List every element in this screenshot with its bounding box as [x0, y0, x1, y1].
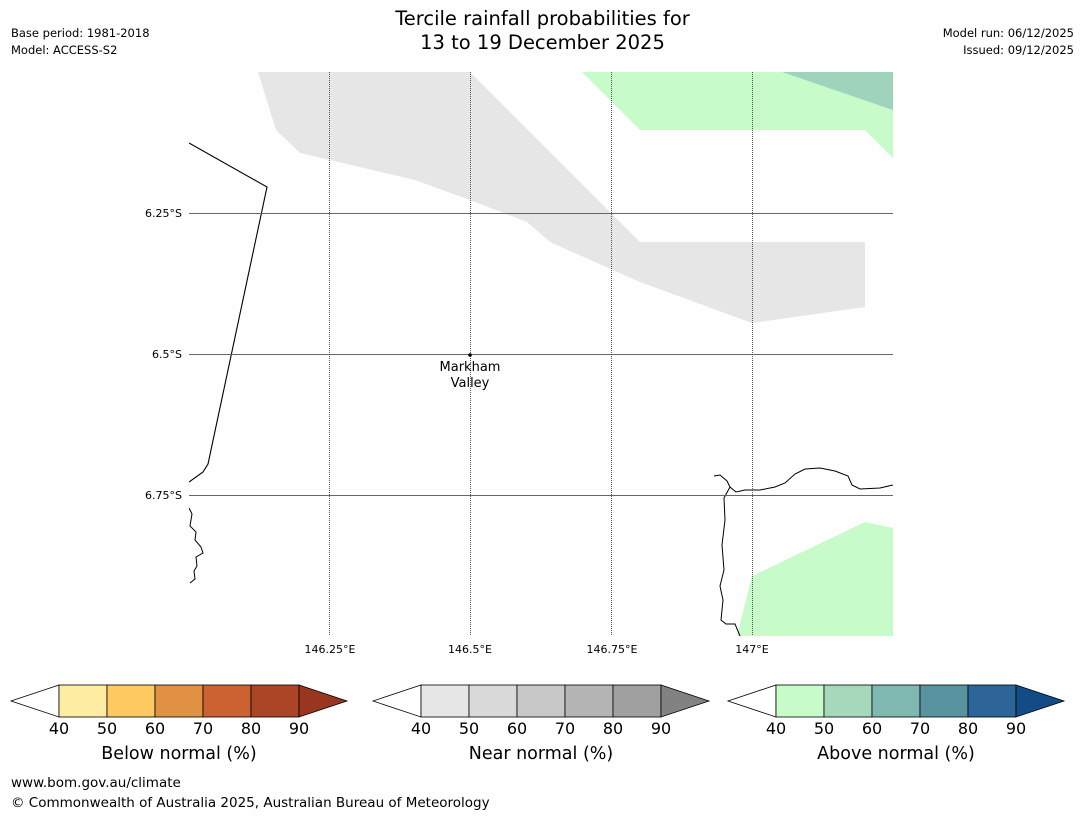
meta-right: Model run: 06/12/2025 Issued: 09/12/2025	[943, 25, 1074, 59]
base-period: Base period: 1981-2018	[11, 26, 150, 40]
near-normal-colorbar-max-extend	[660, 684, 711, 718]
lon-label-146-25: 146.25°E	[305, 643, 356, 656]
coastline-east	[713, 467, 893, 493]
above-normal-colorbar-min-extend	[726, 684, 777, 718]
legend-colorbars: 40 50 60 70 80 90 40 50 60 70 80 90 40 50 60 70 80 90	[9, 684, 1066, 738]
lat-label-6-75: 6.75°S	[145, 489, 182, 502]
near-normal-colorbar-min-extend	[371, 684, 422, 718]
below-normal-colorbar-segment	[106, 684, 156, 718]
above-normal-label: Above normal (%)	[817, 744, 975, 764]
above-normal-tick-label: 60	[862, 719, 882, 738]
coastline-southwest	[189, 507, 204, 584]
above-normal-colorbar-segment	[775, 684, 825, 718]
below-normal-colorbar-max-extend	[298, 684, 349, 718]
above-normal-colorbar-max-extend	[1015, 684, 1066, 718]
below-normal-colorbar-segment	[58, 684, 108, 718]
near-normal-tick-label: 60	[507, 719, 527, 738]
above-normal-50-region	[782, 72, 893, 110]
near-normal-tick-label: 50	[459, 719, 479, 738]
coastline-southeast	[719, 486, 741, 636]
below-normal-colorbar-segment	[154, 684, 204, 718]
above-normal-tick-label: 40	[766, 719, 786, 738]
title-line-2: 13 to 19 December 2025	[420, 31, 665, 54]
above-normal-colorbar-segment	[823, 684, 873, 718]
near-normal-tick-label: 90	[651, 719, 671, 738]
near-normal-colorbar-segment	[516, 684, 566, 718]
above-normal-tick-label: 50	[814, 719, 834, 738]
issued-date: Issued: 09/12/2025	[963, 43, 1074, 57]
below-normal-tick-label: 50	[97, 719, 117, 738]
above-normal-region-north	[582, 72, 893, 158]
near-normal-tick-label: 80	[603, 719, 623, 738]
map-title: Tercile rainfall probabilities for 13 to…	[0, 7, 1085, 55]
lon-label-147: 147°E	[735, 643, 768, 656]
model-run: Model run: 06/12/2025	[942, 26, 1074, 40]
footer-url[interactable]: www.bom.gov.au/climate	[11, 775, 181, 791]
above-normal-colorbar-segment	[919, 684, 969, 718]
markham-valley-marker[interactable]	[468, 353, 472, 357]
near-normal-colorbar-segment	[564, 684, 614, 718]
coastline-west	[189, 142, 268, 483]
title-line-1: Tercile rainfall probabilities for	[395, 7, 690, 30]
lat-label-6-25: 6.25°S	[145, 207, 182, 220]
lon-label-146-5: 146.5°E	[448, 643, 492, 656]
near-normal-label: Near normal (%)	[468, 744, 614, 764]
near-normal-tick-label: 70	[555, 719, 575, 738]
above-normal-colorbar-segment	[967, 684, 1017, 718]
place-label-line-1: Markham	[440, 360, 501, 375]
near-normal-region	[258, 72, 865, 323]
above-normal-tick-label: 80	[958, 719, 978, 738]
below-normal-colorbar-min-extend	[9, 684, 60, 718]
footer-copyright: © Commonwealth of Australia 2025, Austra…	[11, 795, 490, 811]
above-normal-colorbar-segment	[871, 684, 921, 718]
below-normal-colorbar-segment	[250, 684, 300, 718]
above-normal-tick-label: 70	[910, 719, 930, 738]
place-label-line-2: Valley	[451, 376, 490, 391]
lat-label-6-5: 6.5°S	[152, 348, 182, 361]
below-normal-tick-label: 40	[49, 719, 69, 738]
below-normal-tick-label: 70	[193, 719, 213, 738]
above-normal-tick-label: 90	[1006, 719, 1026, 738]
model-name: Model: ACCESS-S2	[11, 43, 118, 57]
lon-label-146-75: 146.75°E	[587, 643, 638, 656]
near-normal-colorbar-segment	[420, 684, 470, 718]
above-normal-region-south	[737, 522, 893, 636]
meta-left: Base period: 1981-2018 Model: ACCESS-S2	[11, 25, 150, 59]
near-normal-colorbar-segment	[612, 684, 662, 718]
below-normal-tick-label: 90	[289, 719, 309, 738]
below-normal-tick-label: 60	[145, 719, 165, 738]
below-normal-colorbar-segment	[202, 684, 252, 718]
near-normal-tick-label: 40	[411, 719, 431, 738]
below-normal-tick-label: 80	[241, 719, 261, 738]
below-normal-label: Below normal (%)	[101, 744, 257, 764]
near-normal-colorbar-segment	[468, 684, 518, 718]
